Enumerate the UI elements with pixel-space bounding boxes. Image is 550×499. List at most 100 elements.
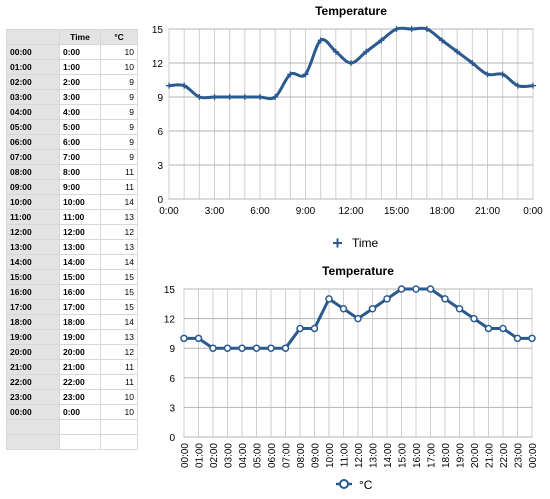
chart2-data-point — [354, 314, 362, 323]
chart2-y-tick-label: 12 — [164, 315, 176, 326]
table-row: 15:00 15:00 15 — [6, 269, 138, 285]
chart1-data-point — [499, 71, 506, 78]
chart1-data-point — [484, 71, 491, 78]
row-header-cell[interactable]: 12:00 — [6, 224, 60, 240]
time-cell[interactable]: Time — [59, 29, 101, 45]
chart2-x-tick-label: 00:00 — [528, 443, 539, 468]
chart1-data-point — [454, 48, 461, 55]
table-row: 21:00 21:00 11 — [6, 359, 138, 375]
chart2-legend-label: °C — [359, 478, 373, 492]
chart2-x-tick-label: 18:00 — [441, 443, 452, 468]
chart2-x-tick-label: 17:00 — [427, 443, 438, 468]
table-row: 00:00 0:00 10 — [6, 404, 138, 420]
chart1-data-point — [514, 82, 521, 89]
chart2-y-tick-label: 6 — [169, 374, 175, 385]
chart2-legend-marker — [339, 479, 349, 489]
chart1-x-tick-label: 9:00 — [296, 206, 316, 217]
chart1-legend-marker — [333, 238, 342, 248]
chart2-x-tick-label: 19:00 — [456, 443, 467, 468]
table-row: 17:00 17:00 15 — [6, 299, 138, 315]
chart2-x-tick-label: 12:00 — [354, 443, 365, 468]
chart2-data-point — [513, 334, 522, 343]
row-header-cell[interactable]: 08:00 — [6, 164, 60, 180]
row-header-cell[interactable] — [6, 29, 60, 45]
table-row: 14:00 14:00 14 — [6, 254, 138, 270]
chart1-data-point — [439, 37, 445, 44]
table-row: 06:00 6:00 9 — [6, 134, 138, 150]
chart2-data-point — [281, 344, 290, 352]
row-header-cell[interactable]: 16:00 — [6, 284, 60, 300]
chart1-x-tick-label: 21:00 — [475, 206, 500, 217]
chart1-data-point — [363, 48, 370, 55]
chart2-x-tick-label: 00:00 — [180, 443, 191, 468]
chart1-legend-label: Time — [352, 236, 379, 250]
row-header-cell[interactable]: 00:00 — [6, 44, 60, 60]
chart2-data-point — [368, 304, 377, 313]
chart2-x-tick-label: 07:00 — [282, 443, 293, 468]
chart2-data-point — [339, 304, 348, 313]
chart2-x-tick-label: 21:00 — [485, 443, 496, 468]
time-cell[interactable] — [59, 434, 101, 450]
chart2-x-tick-label: 06:00 — [267, 443, 278, 468]
row-header-cell[interactable]: 02:00 — [6, 74, 60, 90]
chart2-x-tick-label: 02:00 — [209, 443, 220, 468]
row-header-cell[interactable]: 05:00 — [6, 119, 60, 135]
chart2-x-tick-label: 20:00 — [470, 443, 481, 468]
temp-cell[interactable]: °C — [100, 29, 138, 45]
table-row: 04:00 4:00 9 — [6, 104, 138, 120]
temp-cell[interactable]: 14 — [100, 254, 138, 270]
row-header-cell[interactable]: 23:00 — [6, 389, 60, 405]
chart1-data-point — [181, 82, 188, 89]
chart1-data-point — [166, 82, 172, 89]
chart2-data-point — [455, 304, 464, 313]
chart1-data-point — [332, 48, 339, 55]
chart2-data-point — [441, 295, 449, 303]
chart2-data-point — [383, 295, 391, 303]
chart2-data-point — [426, 285, 435, 293]
row-header-cell[interactable]: 19:00 — [6, 329, 60, 345]
chart2-data-point — [499, 324, 507, 333]
row-header-cell[interactable]: 06:00 — [6, 134, 60, 150]
temp-cell[interactable]: 11 — [100, 359, 138, 375]
chart2-x-tick-label: 14:00 — [383, 443, 394, 468]
chart1-data-point — [423, 26, 430, 32]
chart1-x-tick-label: 0:00 — [523, 206, 543, 217]
chart2-y-tick-label: 3 — [169, 403, 175, 414]
row-header-cell[interactable]: 13:00 — [6, 239, 60, 255]
table-row: 12:00 12:00 12 — [6, 224, 138, 240]
row-header-cell[interactable]: 11:00 — [6, 209, 60, 225]
temp-cell[interactable] — [100, 434, 138, 450]
table-row: 08:00 8:00 11 — [6, 164, 138, 180]
chart2-x-tick-label: 01:00 — [195, 443, 206, 468]
chart1-y-tick-label: 6 — [157, 127, 163, 138]
temp-cell[interactable]: 11 — [100, 179, 138, 195]
chart2-data-point — [267, 344, 275, 352]
chart2-title: Temperature — [322, 264, 394, 278]
temp-cell[interactable]: 9 — [100, 74, 138, 90]
chart2-data-point — [238, 344, 246, 352]
chart2-y-tick-label: 0 — [169, 433, 175, 444]
chart2-y-tick-label: 15 — [164, 285, 176, 296]
chart1-data-point — [196, 94, 203, 100]
chart1-data-point — [317, 37, 324, 44]
chart1-x-tick-label: 15:00 — [384, 206, 409, 217]
chart1-data-point — [469, 60, 476, 66]
chart2-data-point — [252, 344, 261, 352]
row-header-cell[interactable] — [6, 419, 60, 435]
chart2-x-tick-label: 23:00 — [514, 443, 525, 468]
row-header-cell[interactable]: 07:00 — [6, 149, 60, 165]
chart1-x-tick-label: 6:00 — [250, 206, 270, 217]
row-header-cell[interactable]: 00:00 — [6, 404, 60, 420]
chart1-x-tick-label: 18:00 — [429, 206, 454, 217]
chart2-data-point — [296, 324, 304, 333]
chart1-y-tick-label: 12 — [152, 59, 164, 70]
chart1-title: Temperature — [315, 4, 387, 18]
chart2-y-tick-label: 9 — [169, 344, 175, 355]
chart1-x-tick-label: 0:00 — [159, 206, 179, 217]
chart2-x-tick-label: 13:00 — [369, 443, 380, 468]
chart2-data-point — [180, 334, 188, 343]
table-row: 05:00 5:00 9 — [6, 119, 138, 135]
chart1-data-point — [408, 26, 415, 32]
row-header-cell[interactable]: 09:00 — [6, 179, 60, 195]
